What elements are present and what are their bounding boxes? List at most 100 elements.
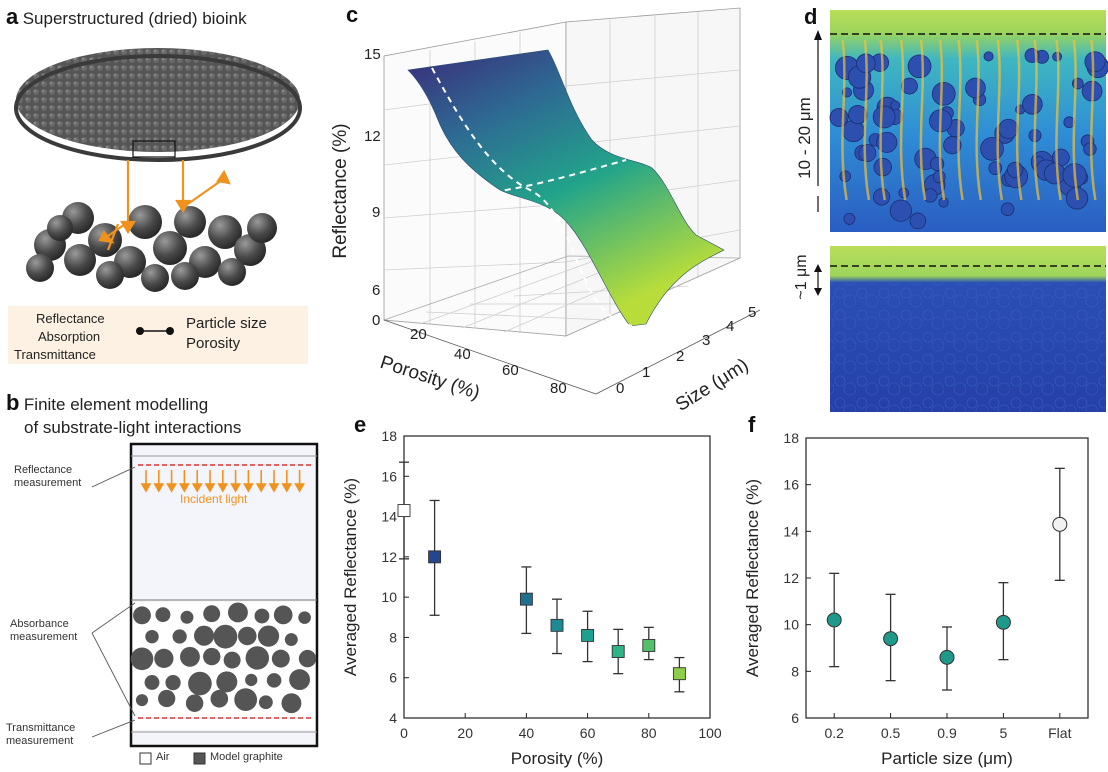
graphite-particle <box>257 625 280 647</box>
sim-particle <box>923 188 938 203</box>
point-marker <box>581 628 595 642</box>
y-tick-3: 3 <box>702 332 711 349</box>
graphite-particles <box>130 602 317 714</box>
transmittance-measurement-label-1: Transmittance <box>6 722 76 734</box>
y-tick-label: 4 <box>389 710 397 726</box>
field-streak <box>938 39 946 201</box>
y-axis-label: Averaged Reflectance (%) <box>341 478 360 676</box>
sim-particle <box>907 54 932 79</box>
particle-cluster <box>26 202 277 292</box>
graphite-particle <box>165 674 181 691</box>
prop-transmittance: Transmittance <box>14 347 96 362</box>
field-streak <box>1089 39 1097 201</box>
panel-d-letter: d <box>804 4 818 29</box>
data-point <box>397 461 411 560</box>
incident-arrow <box>166 483 177 493</box>
field-streak <box>975 39 983 201</box>
field-streak <box>1033 39 1040 201</box>
y-axis-label: Averaged Reflectance (%) <box>743 479 762 677</box>
point-marker <box>672 667 686 681</box>
incident-arrow <box>268 483 280 493</box>
data-point <box>939 626 955 691</box>
sim-particle <box>843 212 856 225</box>
incident-arrow <box>191 483 203 493</box>
x-tick-label: Flat <box>1048 725 1071 741</box>
transmittance-measurement-label-2: measurement <box>6 735 74 747</box>
field-streak <box>841 39 848 201</box>
graphite-particle <box>135 694 149 707</box>
x-tick-label: 60 <box>580 725 596 741</box>
y-tick-label: 8 <box>389 629 397 645</box>
incident-arrows <box>140 470 305 493</box>
absorbance-measurement-label-1: Absorbance <box>10 618 69 630</box>
top-particles <box>829 39 1108 230</box>
sim-particle <box>998 118 1019 139</box>
point-marker <box>995 614 1011 630</box>
sim-particle <box>1000 202 1015 216</box>
point-marker <box>883 631 899 647</box>
x-tick-label: 0.2 <box>824 725 844 741</box>
panel-b-title-2: of substrate-light interactions <box>24 418 242 437</box>
data-point <box>826 572 842 668</box>
incident-arrow <box>140 483 152 493</box>
graphite-particle <box>298 649 317 668</box>
incident-arrow <box>281 483 293 493</box>
x-tick-40: 40 <box>454 346 471 363</box>
point-marker <box>397 504 411 517</box>
legend-graphite-label: Model graphite <box>210 751 283 763</box>
graphite-particle <box>266 673 282 688</box>
sim-particle <box>1083 142 1097 156</box>
point-marker <box>1052 516 1068 532</box>
point-marker <box>642 639 656 652</box>
sim-particle <box>1022 94 1043 115</box>
data-point <box>995 582 1011 661</box>
graphite-particle <box>133 606 151 625</box>
y-tick-label: 10 <box>381 589 397 605</box>
panel-c-letter: c <box>346 2 359 27</box>
prop-reflectance: Reflectance <box>36 311 105 326</box>
sim-particle <box>829 107 849 127</box>
point-marker <box>519 592 533 606</box>
graphite-particle <box>180 646 200 667</box>
graphite-particle <box>289 669 311 691</box>
simulation-maps <box>814 10 1108 412</box>
sim-particle <box>983 51 994 62</box>
fem-model-diagram <box>91 442 319 765</box>
sim-particle <box>965 77 986 99</box>
graphite-particle <box>298 611 311 624</box>
panel-f: f 6 8 10 12 14 16 18 0.2 0.5 0.9 5 Flat Particle siz… <box>736 410 1108 772</box>
graphite-particle <box>213 624 238 649</box>
data-point <box>519 566 533 635</box>
porosity-reflectance-chart: 4 6 8 10 12 14 16 18 0 20 40 60 80 100 Porosity (%) Ave… <box>341 428 722 768</box>
thickness-label-bottom: ~1 μm <box>793 254 810 300</box>
z-tick-15: 15 <box>364 46 381 63</box>
y-tick-label: 18 <box>381 428 397 444</box>
y-tick-label: 16 <box>381 468 397 484</box>
y-tick-5: 5 <box>748 304 757 321</box>
data-point <box>611 628 625 675</box>
prop-particle-size: Particle size <box>186 315 267 332</box>
graphite-particle <box>223 651 241 669</box>
y-tick-label: 6 <box>791 710 799 726</box>
x-tick-80: 80 <box>550 380 567 397</box>
z-tick-9: 9 <box>372 204 381 221</box>
sim-particle <box>980 137 1004 161</box>
sim-particle <box>858 144 877 163</box>
graphite-particle <box>227 602 248 623</box>
x-tick-label: 80 <box>641 725 657 741</box>
z-tick-6: 6 <box>372 282 381 299</box>
legend-air-swatch <box>139 752 152 765</box>
incident-arrow <box>255 483 267 493</box>
surface-dashed-porosity <box>431 67 633 327</box>
surface-plot <box>383 7 761 395</box>
y-tick-label: 12 <box>783 570 799 586</box>
graphite-particle <box>203 605 221 623</box>
sim-particle <box>932 170 946 184</box>
y-tick-label: 16 <box>783 477 799 493</box>
x-tick-60: 60 <box>502 362 519 379</box>
panel-b-letter: b <box>6 390 20 415</box>
graphite-particle <box>271 649 290 668</box>
point-marker <box>826 612 842 628</box>
y-tick-label: 8 <box>791 663 799 679</box>
bioink-disc <box>16 48 300 152</box>
